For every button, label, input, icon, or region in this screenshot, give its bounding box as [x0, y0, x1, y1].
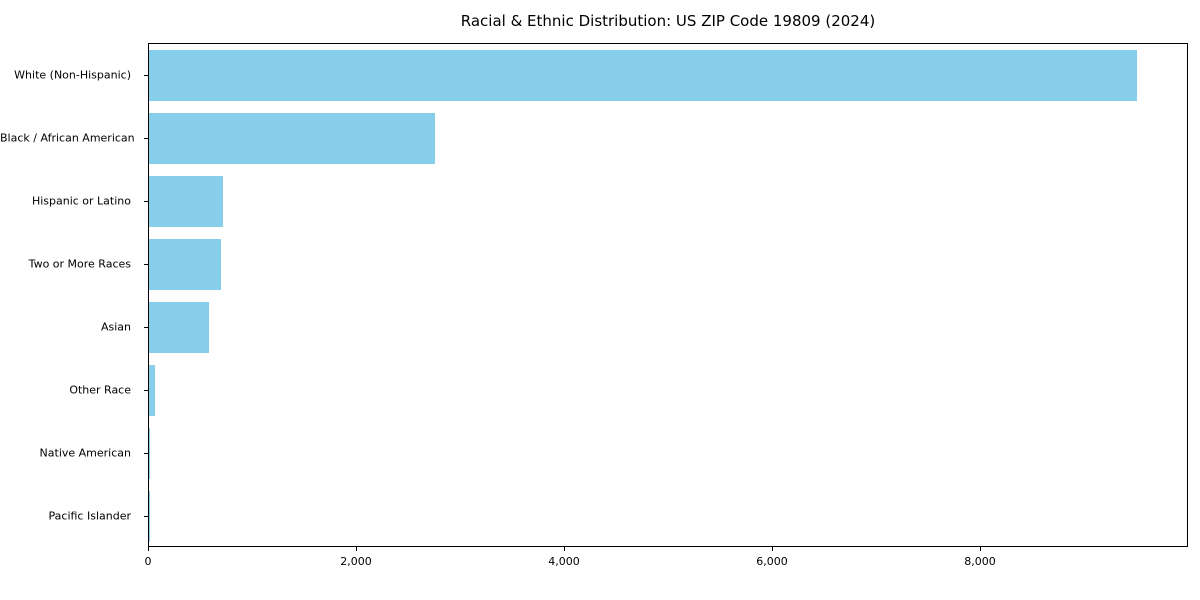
xtick-label: 8,000: [964, 555, 996, 568]
xtick-mark: [148, 547, 149, 551]
plot-area: [148, 43, 1188, 547]
bar-asian: [149, 302, 210, 353]
ytick-label: White (Non-Hispanic): [14, 68, 131, 81]
ytick-label: Two or More Races: [28, 257, 131, 270]
ytick-mark: [144, 515, 148, 517]
ytick-mark: [144, 74, 148, 76]
bar-two-or-more-races: [149, 239, 221, 290]
ytick-label: Native American: [39, 446, 131, 459]
bar-other-race: [149, 365, 155, 416]
bar-white-non-hispanic: [149, 50, 1137, 101]
xtick-label: 4,000: [548, 555, 580, 568]
ytick-mark: [144, 137, 148, 139]
xtick-mark: [356, 547, 357, 551]
ytick-mark: [144, 452, 148, 454]
xtick-label: 0: [144, 555, 152, 568]
bar-hispanic-or-latino: [149, 176, 223, 227]
ytick-mark: [144, 200, 148, 202]
ytick-label: Pacific Islander: [48, 509, 131, 522]
bar-pacific-islander: [149, 491, 150, 542]
ytick-mark: [144, 389, 148, 391]
xtick-label: 6,000: [756, 555, 788, 568]
ytick-label: Black / African American: [0, 131, 135, 144]
xtick-mark: [772, 547, 773, 551]
xtick-label: 2,000: [340, 555, 372, 568]
ytick-label: Hispanic or Latino: [31, 194, 131, 207]
bar-black-african-american: [149, 113, 435, 164]
ytick-label: Asian: [100, 320, 131, 333]
xtick-mark: [564, 547, 565, 551]
xtick-mark: [980, 547, 981, 551]
ytick-mark: [144, 263, 148, 265]
ytick-label: Other Race: [69, 383, 131, 396]
bar-native-american: [149, 428, 151, 479]
chart-title: Racial & Ethnic Distribution: US ZIP Cod…: [460, 12, 876, 30]
ytick-mark: [144, 326, 148, 328]
